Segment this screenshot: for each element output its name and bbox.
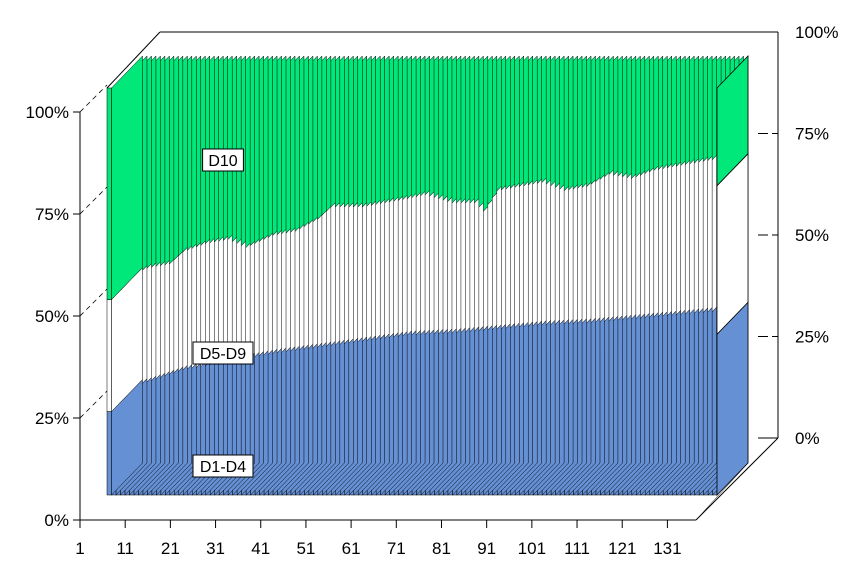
- d5-d9-slice: [106, 299, 112, 412]
- series-label-box: [192, 454, 254, 478]
- x-tick-label: 51: [296, 539, 315, 558]
- axes: 0%25%50%75%100%0%25%50%75%100%1 11 21 31 41 5…: [26, 23, 839, 558]
- y-tick-label-right: 75%: [795, 125, 829, 144]
- floor-inner-diagonal: [695, 462, 749, 521]
- x-tick-label: 111: [564, 539, 590, 558]
- y-tick-label-right: 100%: [795, 23, 838, 42]
- series-label-d5-d9: D5-D9: [192, 341, 254, 365]
- y-tick-label-left: 75%: [35, 205, 69, 224]
- y-tick-label-left: 0%: [44, 511, 69, 530]
- d10-slice-side: [111, 55, 143, 301]
- data-slice: [106, 55, 143, 496]
- series-label-box: [202, 148, 244, 172]
- d10-side-face: [716, 55, 749, 187]
- y-tick-label-right: 0%: [795, 429, 820, 448]
- x-tick-label: 1: [75, 539, 84, 558]
- y-gridline-diagonal: [79, 390, 108, 419]
- floor-right-diagonal: [695, 437, 779, 521]
- x-tick-label: 61: [342, 539, 361, 558]
- series-label-d10: D10: [202, 148, 244, 172]
- series-label-text: D10: [208, 153, 237, 170]
- back-left-diagonal: [106, 31, 161, 89]
- series-labels: D10 D5-D9 D1-D4: [192, 148, 254, 478]
- x-tick-label: 121: [608, 539, 636, 558]
- y-gridline-diagonal: [79, 288, 108, 317]
- y-tick-label-left: 100%: [26, 103, 69, 122]
- series-label-d1-d4: D1-D4: [192, 454, 254, 478]
- y-tick-label-left: 25%: [35, 409, 69, 428]
- y-tick-label-left: 50%: [35, 307, 69, 326]
- data-slices: [106, 55, 749, 496]
- d10-slice: [106, 87, 112, 300]
- x-tick-label: 91: [477, 539, 496, 558]
- x-tick-label: 81: [432, 539, 451, 558]
- side-face: [716, 55, 749, 496]
- y-gridline-diagonal: [79, 186, 108, 215]
- x-tick-label: 21: [161, 539, 180, 558]
- x-tick-label: 101: [518, 539, 546, 558]
- series-label-box: [192, 341, 254, 365]
- series-label-text: D1-D4: [200, 459, 246, 476]
- x-tick-label: 71: [387, 539, 406, 558]
- d1-d4-side-face: [716, 301, 749, 496]
- x-tick-label: 11: [116, 539, 134, 558]
- x-tick-label: 131: [653, 539, 681, 558]
- y-tick-label-right: 50%: [795, 226, 829, 245]
- y-gridline-diagonal: [79, 84, 108, 113]
- y-tick-label-right: 25%: [795, 328, 829, 347]
- d1-d4-slice: [106, 411, 112, 496]
- x-tick-label: 41: [251, 539, 270, 558]
- x-tick-label: 31: [206, 539, 225, 558]
- series-label-text: D5-D9: [200, 346, 246, 363]
